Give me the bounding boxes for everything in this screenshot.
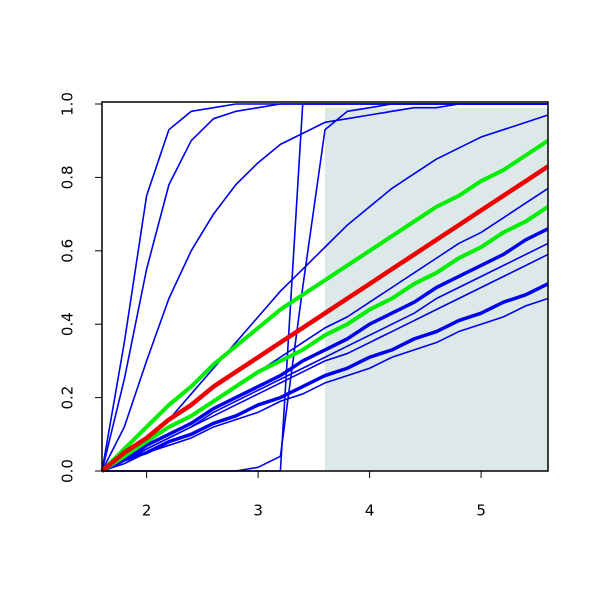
y-tick-label: 0.6 (59, 239, 77, 263)
y-tick-label: 0.4 (59, 312, 77, 336)
curve (100, 139, 550, 473)
x-tick-label: 4 (365, 502, 375, 520)
x-tick-label: 3 (253, 502, 263, 520)
x-tick-label: 5 (476, 502, 486, 520)
y-tick-label: 0.8 (59, 165, 77, 189)
curve (101, 297, 549, 472)
curve (100, 164, 550, 473)
y-tick-label: 0.0 (59, 459, 77, 483)
curve (101, 114, 549, 472)
y-tick-label: 0.2 (59, 386, 77, 410)
curve (101, 282, 549, 473)
plot-frame (101, 101, 549, 472)
curve (101, 227, 549, 473)
x-tick-label: 2 (142, 502, 152, 520)
y-tick-label: 1.0 (59, 92, 77, 116)
curve (101, 253, 549, 472)
curve (100, 205, 550, 473)
